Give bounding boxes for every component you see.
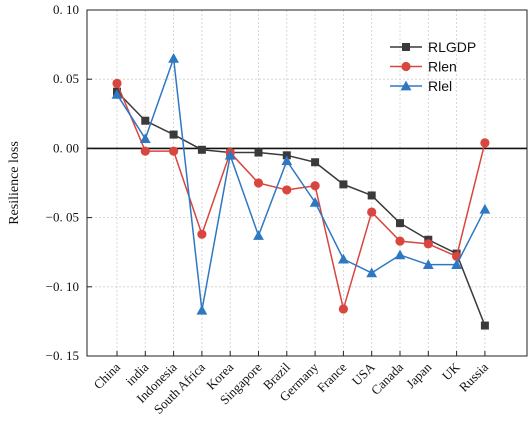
data-point-rlgdp: [311, 158, 320, 167]
series-rlgdp: [113, 87, 489, 330]
series-layer: [111, 53, 491, 330]
y-tick-label: −0. 05: [46, 210, 79, 225]
data-point-rlen: [367, 207, 377, 217]
series-rlel: [111, 53, 491, 315]
data-point-rlen: [282, 185, 292, 195]
x-tick-label: China: [91, 359, 124, 392]
data-point-rlel: [309, 196, 321, 207]
data-point-rlen: [395, 236, 405, 246]
legend: RLGDP Rlen Rlel: [390, 39, 476, 94]
y-tick-label: 0. 05: [53, 71, 79, 86]
data-point-rlen: [480, 138, 490, 148]
data-point-rlel: [139, 133, 151, 144]
legend-label-rlen: Rlen: [428, 59, 457, 75]
legend-item-rlen: Rlen: [390, 59, 457, 75]
legend-marker-rlgdp: [402, 43, 410, 51]
series-rlen: [112, 78, 490, 314]
data-point-rlel: [224, 149, 236, 160]
legend-marker-rlen: [401, 61, 411, 72]
data-point-rlel: [111, 89, 123, 99]
data-point-rlgdp: [197, 145, 206, 154]
plot-area-frame: [86, 9, 528, 357]
legend-label-rlel: Rlel: [428, 78, 452, 94]
data-point-rlel: [394, 249, 406, 260]
grid: [87, 9, 527, 357]
data-point-rlel: [196, 304, 208, 315]
series-line-rlen: [116, 83, 486, 310]
legend-item-rlel: Rlel: [390, 78, 452, 94]
data-point-rlgdp: [141, 116, 150, 125]
data-point-rlgdp: [339, 180, 348, 189]
data-point-rlgdp: [282, 151, 291, 160]
data-point-rlel: [338, 253, 349, 264]
legend-marker-rlel: [400, 80, 412, 91]
data-point-rlen: [338, 304, 348, 314]
data-point-rlel: [281, 155, 293, 166]
x-tick-label: Russia: [456, 359, 491, 394]
data-point-rlen: [310, 181, 320, 191]
data-point-rlel: [253, 230, 264, 240]
series-line-rlgdp: [116, 91, 486, 326]
data-point-rlgdp: [480, 321, 489, 330]
y-tick-label: 0. 00: [53, 140, 79, 155]
x-tick-label: Canada: [368, 359, 406, 397]
y-axis-ticks: 0. 10 0. 05 0. 00 −0. 05 −0. 10 −0. 15: [46, 2, 92, 363]
data-point-rlen: [169, 146, 179, 156]
series-line-rlel: [116, 57, 486, 312]
x-tick-label: Japan: [403, 359, 435, 391]
data-point-rlel: [479, 203, 491, 214]
data-point-rlgdp: [367, 191, 376, 200]
data-point-rlel: [366, 267, 378, 278]
data-point-rlel: [422, 259, 434, 269]
data-point-rlen: [140, 146, 150, 156]
data-point-rlgdp: [396, 219, 404, 228]
y-axis-title: Resilience loss: [7, 141, 22, 225]
data-point-rlen: [197, 229, 207, 239]
data-point-rlgdp: [254, 148, 263, 157]
data-point-rlen: [423, 239, 433, 249]
data-point-rlgdp: [169, 130, 178, 139]
y-tick-label: −0. 15: [46, 348, 79, 363]
data-point-rlen: [112, 78, 122, 88]
data-point-rlen: [253, 178, 264, 188]
data-point-rlel: [451, 259, 462, 269]
y-tick-label: 0. 10: [53, 2, 79, 17]
y-tick-label: −0. 10: [46, 279, 79, 294]
legend-item-rlgdp: RLGDP: [390, 39, 476, 55]
legend-label-rlgdp: RLGDP: [428, 39, 476, 55]
x-tick-label: France: [314, 359, 350, 395]
data-point-rlel: [168, 53, 179, 63]
